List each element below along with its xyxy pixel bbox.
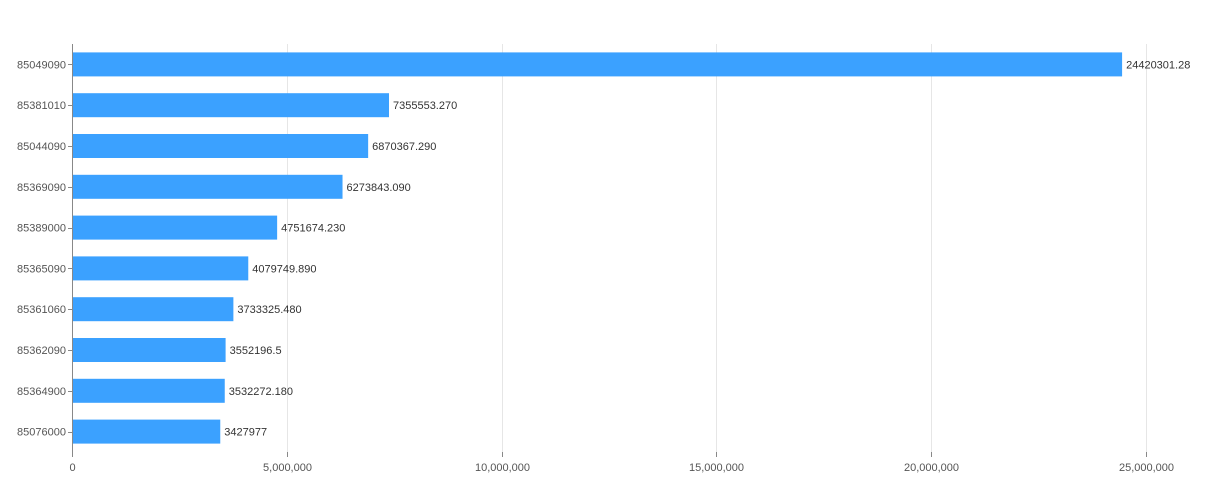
- grid-lines: [287, 44, 1147, 452]
- y-tick-label: 85049090: [17, 59, 66, 71]
- bar[interactable]: [73, 215, 278, 240]
- data-label: 4079749.890: [252, 263, 316, 275]
- bar[interactable]: [73, 256, 249, 281]
- axes: 0 5,000,000 10,000,000 15,000,000 20,000,000…: [17, 44, 1174, 474]
- bar[interactable]: [73, 52, 1123, 77]
- bar[interactable]: [73, 134, 369, 158]
- y-tick-label: 85361060: [17, 304, 66, 316]
- y-tick-label: 85044090: [17, 141, 66, 153]
- data-label: 3427977: [224, 427, 267, 439]
- x-tick-label: 20,000,000: [904, 462, 959, 474]
- x-tick-label: 15,000,000: [689, 462, 744, 474]
- data-label: 7355553.270: [393, 100, 457, 112]
- y-tick-label: 85369090: [17, 182, 66, 194]
- x-tick-label: 5,000,000: [263, 462, 312, 474]
- x-tick-label: 0: [69, 462, 75, 474]
- data-label: 3733325.480: [237, 304, 301, 316]
- y-tick-label: 85365090: [17, 263, 66, 275]
- x-tick-label: 25,000,000: [1119, 462, 1174, 474]
- data-label: 3532272.180: [229, 386, 293, 398]
- data-label: 4751674.230: [281, 223, 345, 235]
- y-tick-label: 85364900: [17, 386, 66, 398]
- bar[interactable]: [73, 93, 389, 118]
- bars: [73, 52, 1123, 444]
- bar[interactable]: [73, 297, 234, 322]
- bar[interactable]: [73, 419, 221, 444]
- y-tick-label: 85076000: [17, 427, 66, 439]
- x-tick-label: 10,000,000: [475, 462, 530, 474]
- data-label: 6870367.290: [372, 141, 436, 153]
- data-label: 6273843.090: [347, 182, 411, 194]
- bar[interactable]: [73, 378, 225, 403]
- y-tick-label: 85389000: [17, 223, 66, 235]
- data-label: 3552196.5: [230, 345, 282, 357]
- bar[interactable]: [73, 174, 343, 199]
- data-label: 24420301.28: [1126, 59, 1190, 71]
- data-labels: 24420301.28 7355553.270 6870367.290 6273843…: [224, 59, 1190, 438]
- y-tick-label: 85362090: [17, 345, 66, 357]
- bar[interactable]: [73, 338, 226, 362]
- y-tick-label: 85381010: [17, 100, 66, 112]
